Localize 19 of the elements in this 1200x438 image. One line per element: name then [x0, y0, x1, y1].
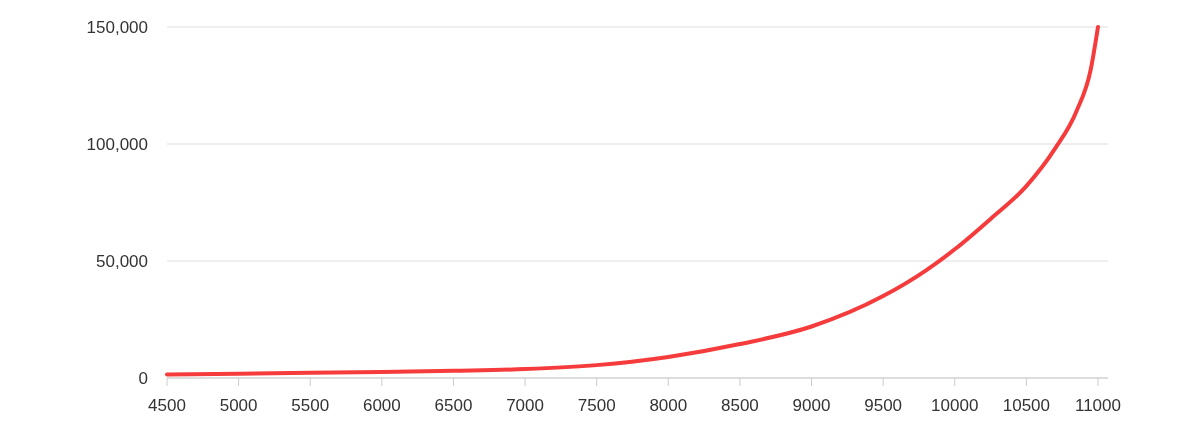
y-tick-label: 150,000	[86, 18, 148, 37]
x-tick-label: 4500	[148, 396, 186, 415]
x-tick-label: 10000	[931, 396, 979, 415]
x-tick-label: 8500	[720, 396, 759, 415]
x-tick-label: 6000	[362, 396, 401, 415]
y-tick-label: 100,000	[86, 135, 148, 154]
x-tick-label: 7000	[506, 396, 544, 415]
x-tick-label: 9500	[864, 396, 903, 415]
line-series	[165, 25, 1100, 377]
x-tick-label: 5000	[219, 396, 258, 415]
x-tick-label: 7500	[577, 396, 616, 415]
y-tick-label: 50,000	[96, 252, 148, 271]
x-tick-label: 8000	[649, 396, 688, 415]
x-tick-label: 5500	[291, 396, 330, 415]
x-tick-label: 6500	[434, 396, 473, 415]
x-tick-label: 10500	[1002, 396, 1050, 415]
x-tick-label: 9000	[792, 396, 831, 415]
y-tick-label: 0	[138, 369, 148, 388]
x-tick-label: 11000	[1074, 396, 1121, 415]
